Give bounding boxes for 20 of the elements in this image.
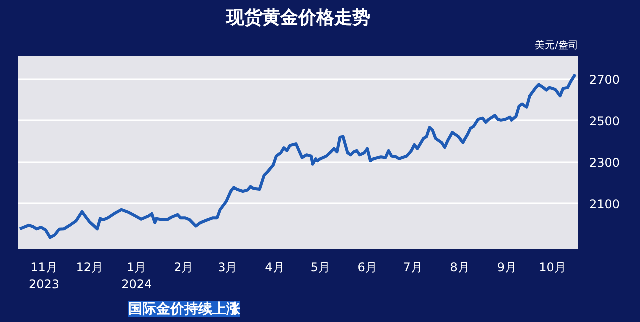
x-tick-label: 5月 [310,260,330,274]
y-tick-label: 2500 [590,114,620,128]
x-tick-label: 7月 [403,260,423,274]
line-series [18,73,577,240]
chart-title: 现货黄金价格走势 [226,8,370,28]
text: 国际金价持续上涨 [128,302,242,318]
x-tick-label: 9月 [497,260,517,274]
x-tick-label: 10月 [539,260,566,274]
x-tick-label: 12月 [76,260,104,274]
x-tick-label: 2月 [174,260,194,274]
x-tick-label: 6月 [358,260,378,274]
x-tick-label: 4月 [265,260,285,274]
x-tick-label: 11月 2023 [29,260,60,292]
y-axis-title: 美元/盎司 [535,40,579,52]
x-tick-label: 1月 2024 [122,260,152,292]
x-tick-label: 3月 [218,260,238,274]
x-tick-label: 8月 [450,260,470,274]
y-tick-label: 2100 [590,197,620,212]
y-tick-label: 2300 [590,156,620,170]
y-tick-label: 2700 [590,72,620,87]
